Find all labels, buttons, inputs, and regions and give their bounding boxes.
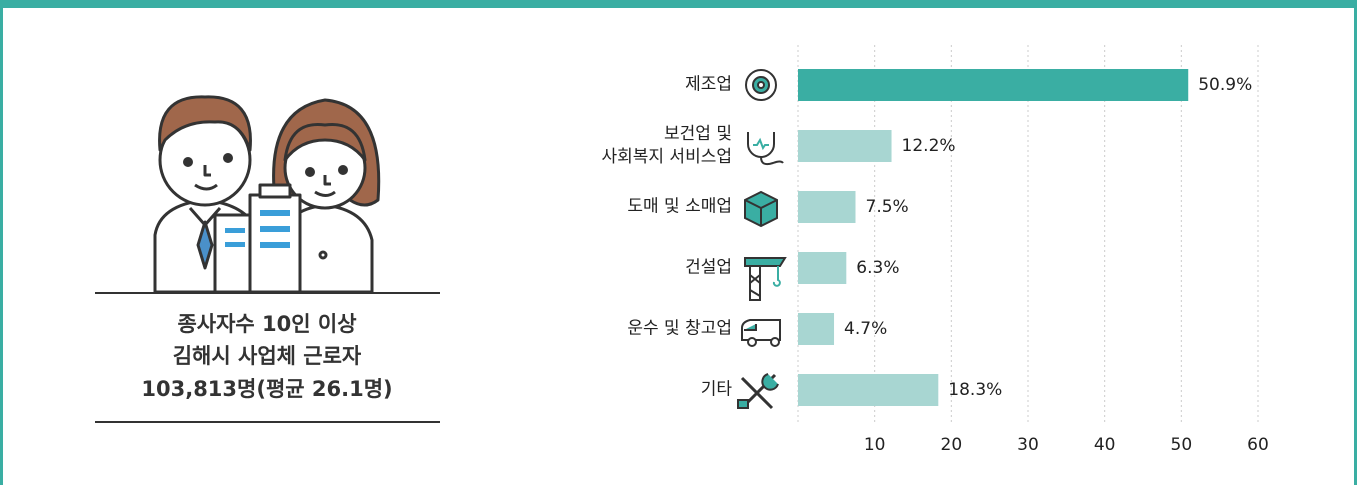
x-tick-label: 40 xyxy=(1094,435,1116,455)
summary-line: 103,813명(평균 26.1명) xyxy=(141,377,392,401)
bar xyxy=(798,69,1189,101)
category-label: 보건업 및 사회복지 서비스업 xyxy=(601,124,732,167)
value-label: 18.3% xyxy=(948,380,1002,400)
category-label: 기타 xyxy=(700,379,732,400)
value-label: 7.5% xyxy=(866,197,909,217)
category-label: 건설업 xyxy=(685,257,732,278)
summary-line: 김해시 사업체 근로자 xyxy=(173,344,362,368)
value-label: 12.2% xyxy=(902,136,956,156)
value-label: 6.3% xyxy=(856,258,899,278)
right-border xyxy=(1354,0,1357,485)
value-label: 4.7% xyxy=(844,319,887,339)
category-label: 도매 및 소매업 xyxy=(627,196,732,217)
x-tick-label: 20 xyxy=(941,435,963,455)
top-border xyxy=(0,0,1357,8)
icons xyxy=(737,69,787,410)
bar xyxy=(798,130,892,162)
category-label: 제조업 xyxy=(685,74,732,95)
bar xyxy=(798,191,856,223)
illustration xyxy=(153,95,381,294)
x-tick-label: 10 xyxy=(864,435,886,455)
value-label: 50.9% xyxy=(1198,75,1252,95)
summary-line: 종사자수 10인 이상 xyxy=(177,312,356,336)
x-tick-label: 50 xyxy=(1171,435,1193,455)
x-tick-label: 30 xyxy=(1017,435,1039,455)
left-border xyxy=(0,0,3,485)
windows xyxy=(225,210,290,248)
category-label: 운수 및 창고업 xyxy=(627,318,732,339)
bar xyxy=(798,252,847,284)
bar xyxy=(798,374,939,406)
x-tick-label: 60 xyxy=(1247,435,1269,455)
bar xyxy=(798,313,835,345)
